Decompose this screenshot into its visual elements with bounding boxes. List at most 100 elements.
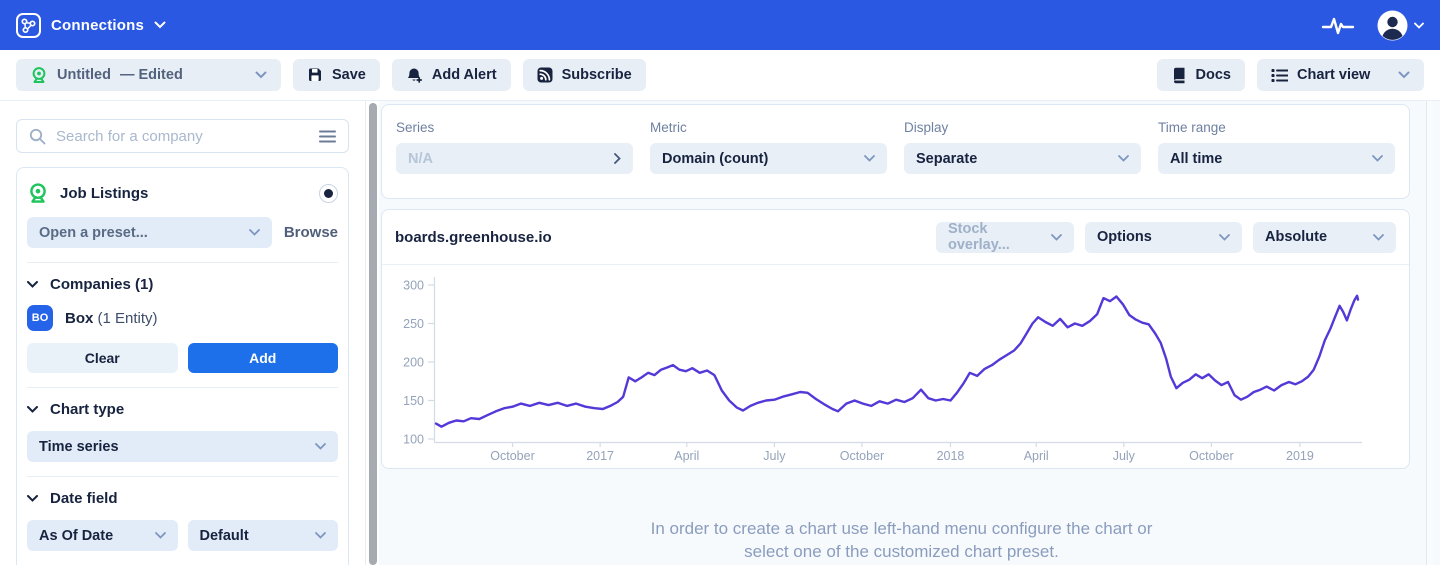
sidebar-scrollbar-thumb[interactable] (369, 103, 377, 565)
dataset-radio[interactable] (319, 183, 338, 203)
job-listings-icon (27, 182, 49, 204)
user-avatar-icon (1377, 10, 1408, 41)
chart-type-section-header[interactable]: Chart type (27, 401, 338, 418)
clear-button[interactable]: Clear (27, 343, 178, 373)
series-value: N/A (408, 150, 433, 167)
svg-text:October: October (1189, 449, 1233, 463)
chevron-down-icon (27, 495, 38, 502)
chart-controls-card: Series N/A Metric Domain (count) Display… (381, 104, 1410, 199)
activity-pulse-icon[interactable] (1321, 13, 1355, 37)
series-label: Series (396, 120, 435, 135)
options-select[interactable]: Options (1085, 221, 1242, 253)
date-field-select[interactable]: As Of Date (27, 520, 178, 551)
svg-text:April: April (1024, 449, 1049, 463)
company-name-bold: Box (65, 309, 94, 327)
save-icon (307, 67, 323, 83)
svg-text:July: July (1113, 449, 1136, 463)
chart-header: boards.greenhouse.io Stock overlay... Op… (382, 210, 1409, 265)
chevron-down-icon (1118, 155, 1129, 162)
subscribe-button[interactable]: Subscribe (522, 59, 646, 91)
date-mode-select[interactable]: Default (187, 520, 338, 551)
chevron-down-icon (1219, 233, 1230, 241)
companies-section-header[interactable]: Companies (1) (27, 276, 338, 293)
chart-type-header-label: Chart type (50, 401, 125, 418)
metric-control: Metric Domain (count) (650, 120, 887, 198)
top-navbar: Connections (0, 0, 1440, 50)
chart-type-select[interactable]: Time series (27, 431, 338, 462)
main-content: Series N/A Metric Domain (count) Display… (379, 101, 1440, 565)
svg-text:200: 200 (403, 356, 424, 370)
save-button[interactable]: Save (293, 59, 380, 91)
svg-text:2019: 2019 (1286, 449, 1314, 463)
company-search[interactable] (16, 119, 349, 153)
svg-text:April: April (674, 449, 699, 463)
add-alert-label: Add Alert (431, 67, 497, 83)
connections-logo-icon (16, 12, 41, 38)
time-range-select[interactable]: All time (1158, 143, 1395, 174)
chevron-down-icon (864, 155, 875, 162)
chart-plot-area[interactable]: 100 150 200 250 300 October 2017 April July Octob… (382, 265, 1409, 467)
chevron-down-icon (248, 229, 260, 236)
svg-text:300: 300 (403, 279, 424, 293)
chevron-down-icon (315, 443, 326, 450)
display-label: Display (904, 120, 949, 135)
chevron-down-icon (154, 21, 166, 29)
docs-label: Docs (1195, 67, 1231, 83)
svg-text:150: 150 (403, 394, 424, 408)
subscribe-label: Subscribe (561, 67, 632, 83)
dataset-name: Job Listings (60, 184, 149, 202)
options-value: Options (1097, 229, 1152, 245)
save-label: Save (332, 67, 366, 83)
company-badge: BO (27, 305, 53, 331)
bell-plus-icon (406, 67, 423, 84)
document-title: Untitled (57, 67, 111, 83)
chevron-down-icon (1373, 233, 1384, 241)
stock-overlay-select[interactable]: Stock overlay... (936, 221, 1074, 253)
docs-button[interactable]: Docs (1156, 59, 1245, 91)
company-search-input[interactable] (56, 127, 309, 145)
svg-text:October: October (840, 449, 884, 463)
view-select[interactable]: Chart view (1257, 59, 1424, 91)
rss-icon (537, 67, 553, 83)
svg-text:2017: 2017 (586, 449, 614, 463)
display-select[interactable]: Separate (904, 143, 1141, 174)
sidebar-scrollbar[interactable] (367, 101, 379, 565)
scale-value: Absolute (1265, 229, 1328, 245)
chevron-down-icon (1372, 155, 1383, 162)
search-menu-icon[interactable] (319, 130, 336, 143)
webcam-icon (30, 66, 48, 84)
svg-text:October: October (490, 449, 534, 463)
hint-line-2: select one of the customized chart prese… (744, 541, 1059, 561)
dataset-config-card: Job Listings Open a preset... Browse Com… (16, 167, 349, 565)
company-list-item[interactable]: BO Box (1 Entity) (27, 305, 338, 331)
time-range-value: All time (1170, 150, 1223, 167)
dataset-row: Job Listings (27, 182, 338, 204)
divider (27, 262, 338, 263)
preset-select[interactable]: Open a preset... (27, 217, 272, 248)
connections-menu[interactable]: Connections (16, 12, 166, 38)
add-alert-button[interactable]: Add Alert (391, 59, 511, 91)
view-label: Chart view (1297, 67, 1371, 83)
chart-type-value: Time series (39, 438, 119, 455)
display-value: Separate (916, 150, 978, 167)
svg-text:2018: 2018 (937, 449, 965, 463)
main-scrollbar[interactable] (1426, 101, 1433, 565)
hint-line-1: In order to create a chart use left-hand… (650, 519, 1153, 538)
book-icon (1171, 67, 1187, 84)
browse-link[interactable]: Browse (283, 224, 338, 241)
date-field-value: As Of Date (39, 527, 114, 544)
user-menu[interactable] (1377, 10, 1424, 41)
time-range-label: Time range (1158, 120, 1226, 135)
metric-select[interactable]: Domain (count) (650, 143, 887, 174)
document-select[interactable]: Untitled — Edited (16, 59, 281, 91)
add-button[interactable]: Add (187, 343, 338, 373)
companies-header-label: Companies (1) (50, 276, 154, 293)
empty-state-hint: In order to create a chart use left-hand… (379, 518, 1424, 563)
left-sidebar: Job Listings Open a preset... Browse Com… (0, 101, 366, 565)
scale-select[interactable]: Absolute (1253, 221, 1396, 253)
company-name: Box (1 Entity) (65, 310, 158, 327)
chart-card: boards.greenhouse.io Stock overlay... Op… (381, 209, 1410, 469)
date-field-section-header[interactable]: Date field (27, 490, 338, 507)
chart-title: boards.greenhouse.io (395, 228, 552, 246)
series-select[interactable]: N/A (396, 143, 633, 174)
